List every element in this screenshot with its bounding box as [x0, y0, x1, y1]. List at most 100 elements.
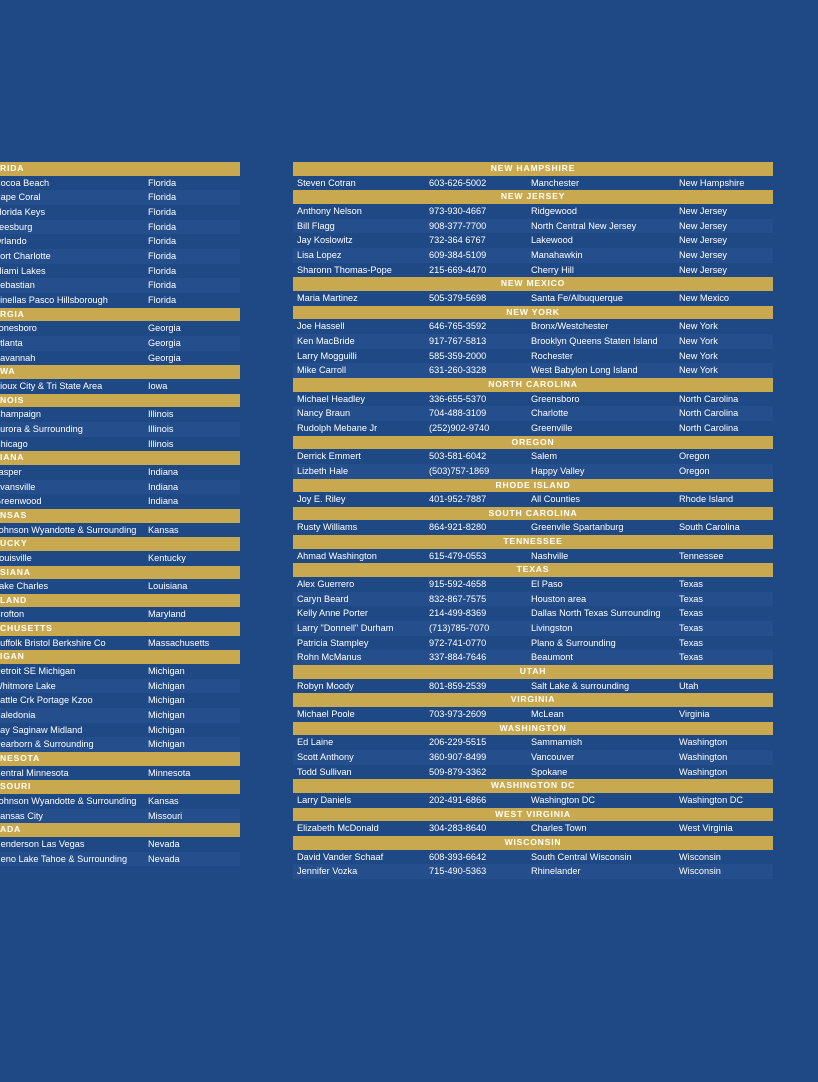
- state-cell: North Carolina: [679, 422, 739, 433]
- state-cell: Washington: [679, 751, 728, 762]
- left-directory-table: RIDACocoa BeachFloridaCape CoralFloridaF…: [0, 162, 240, 867]
- state-cell: Georgia: [148, 352, 181, 363]
- city-cell: Washington DC: [531, 794, 595, 805]
- phone-cell: 214-499-8369: [429, 608, 487, 619]
- phone-cell: 202-491-6866: [429, 794, 487, 805]
- state-header-nsas: NSAS: [0, 509, 240, 523]
- state-header-ada: ADA: [0, 823, 240, 837]
- table-row: Ken MacBride 917-767-5813 Brooklyn Queens …: [293, 333, 773, 349]
- state-cell: Oregon: [679, 451, 710, 462]
- name-cell: Larry Daniels: [297, 794, 352, 805]
- name-cell: Rudolph Mebane Jr: [297, 422, 378, 433]
- name-cell: Ken MacBride: [297, 335, 355, 346]
- state-cell: Georgia: [148, 323, 181, 334]
- city-cell: Vancouver: [531, 751, 575, 762]
- state-header-new-jersey: NEW JERSEY: [293, 190, 773, 204]
- table-row: Champaign Illinois: [0, 407, 240, 422]
- state-header-nesota: NESOTA: [0, 752, 240, 766]
- name-cell: Rusty Williams: [297, 522, 358, 533]
- table-row: Ed Laine 206-229-5515 Sammamish Washington: [293, 735, 773, 750]
- state-cell: Florida: [148, 280, 177, 291]
- name-cell: David Vander Schaaf: [297, 851, 384, 862]
- table-row: Alex Guerrero 915-592-4658 El Paso Texas: [293, 577, 773, 592]
- state-cell: North Carolina: [679, 408, 739, 419]
- state-header-south-carolina: SOUTH CAROLINA: [293, 506, 773, 521]
- city-cell: Dallas North Texas Surrounding: [531, 608, 661, 619]
- phone-cell: 972-741-0770: [429, 637, 487, 648]
- phone-cell: 832-867-7575: [429, 593, 487, 604]
- table-row: Rudolph Mebane Jr (252)902-9740 Greenville…: [293, 421, 773, 436]
- state-header-wisconsin: WISCONSIN: [293, 835, 773, 850]
- state-cell: Texas: [679, 579, 703, 589]
- city-cell: Bay Saginaw Midland: [0, 724, 83, 735]
- name-cell: Jay Koslowitz: [297, 235, 353, 246]
- state-cell: Virginia: [679, 709, 710, 719]
- city-cell: Sebastian: [0, 280, 35, 291]
- state-header-west-virginia: WEST VIRGINIA: [293, 807, 773, 822]
- city-cell: Kansas City: [0, 810, 44, 821]
- table-row: Patricia Stampley 972-741-0770 Plano & Sur…: [293, 636, 773, 651]
- state-header-washington: WASHINGTON: [293, 721, 773, 736]
- city-cell: Brooklyn Queens Staten Island: [531, 335, 658, 346]
- table-row: Larry "Donnell" Durham (713)785-7070 Livin…: [293, 621, 773, 636]
- table-row: Caledonia Michigan: [0, 708, 240, 723]
- state-cell: Washington: [679, 737, 728, 748]
- city-cell: Aurora & Surrounding: [0, 424, 83, 434]
- table-row: Greenwood Indiana: [0, 494, 240, 509]
- city-cell: Greensboro: [531, 393, 580, 404]
- state-cell: New Jersey: [679, 264, 727, 275]
- state-cell: Wisconsin: [679, 851, 721, 862]
- city-cell: McLean: [531, 709, 564, 719]
- city-cell: Rhinelander: [531, 866, 581, 877]
- table-row: Nancy Braun 704-488-3109 Charlotte North Ca…: [293, 406, 773, 421]
- city-cell: West Babylon Long Island: [531, 365, 638, 376]
- state-cell: New Jersey: [679, 235, 727, 246]
- state-cell: Indiana: [148, 466, 179, 477]
- state-header-souri: SOURI: [0, 780, 240, 795]
- city-cell: Evansville: [0, 481, 36, 492]
- state-cell: Kansas: [148, 796, 179, 807]
- city-cell: Henderson Las Vegas: [0, 839, 85, 849]
- city-cell: Cape Coral: [0, 192, 41, 203]
- city-cell: Nashville: [531, 550, 569, 561]
- phone-cell: 615-479-0553: [429, 550, 487, 561]
- phone-cell: 603-626-5002: [429, 177, 487, 188]
- name-cell: Caryn Beard: [297, 593, 349, 604]
- table-row: Jasper Indiana: [0, 465, 240, 480]
- phone-cell: 915-592-4658: [429, 579, 487, 589]
- state-cell: Minnesota: [148, 767, 191, 778]
- phone-cell: 908-377-7700: [429, 220, 487, 231]
- phone-cell: 704-488-3109: [429, 408, 487, 419]
- table-row: David Vander Schaaf 608-393-6642 South Cen…: [293, 850, 773, 865]
- table-row: Maria Martinez 505-379-5698 Santa Fe/Albuq…: [293, 291, 773, 306]
- table-row: Rusty Williams 864-921-8280 Greenvile Spar…: [293, 520, 773, 535]
- state-cell: Texas: [679, 652, 703, 663]
- phone-cell: 360-907-8499: [429, 751, 487, 762]
- state-cell: Texas: [679, 623, 703, 634]
- table-row: Anthony Nelson 973-930-4667 Ridgewood New J…: [293, 204, 773, 219]
- state-header-rida: RIDA: [0, 162, 240, 176]
- table-row: Atlanta Georgia: [0, 336, 240, 351]
- city-cell: Champaign: [0, 409, 41, 420]
- city-cell: South Central Wisconsin: [531, 851, 632, 862]
- state-cell: Florida: [148, 192, 177, 203]
- table-row: Aurora & Surrounding Illinois: [0, 422, 240, 437]
- table-row: Elizabeth McDonald 304-283-8640 Charles To…: [293, 821, 773, 836]
- city-cell: Salt Lake & surrounding: [531, 680, 630, 691]
- city-cell: Greenwood: [0, 496, 42, 507]
- city-cell: Reno Lake Tahoe & Surrounding: [0, 853, 128, 864]
- name-cell: Ed Laine: [297, 737, 334, 748]
- city-cell: Santa Fe/Albuquerque: [531, 292, 623, 303]
- phone-cell: 337-884-7646: [429, 652, 487, 663]
- state-cell: Indiana: [148, 496, 179, 507]
- name-cell: Steven Cotran: [297, 177, 356, 188]
- table-row: Henderson Las Vegas Nevada: [0, 837, 240, 852]
- state-cell: Rhode Island: [679, 494, 734, 505]
- city-cell: All Counties: [531, 494, 581, 505]
- name-cell: Larry "Donnell" Durham: [297, 623, 394, 634]
- state-cell: Florida: [148, 251, 177, 262]
- city-cell: Orlando: [0, 236, 27, 247]
- state-header-north-carolina: NORTH CAROLINA: [293, 377, 773, 392]
- state-cell: Texas: [679, 593, 703, 604]
- table-row: Chicago Illinois: [0, 437, 240, 452]
